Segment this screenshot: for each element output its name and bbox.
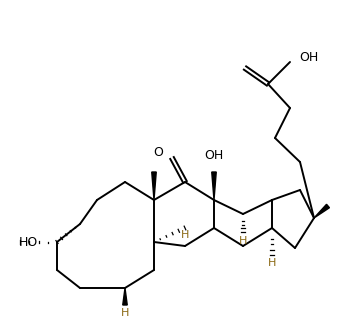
- Text: OH: OH: [299, 51, 318, 63]
- Polygon shape: [314, 204, 329, 218]
- Polygon shape: [152, 172, 156, 200]
- Text: H: H: [181, 230, 189, 240]
- Text: HO: HO: [19, 235, 38, 249]
- Polygon shape: [212, 172, 216, 200]
- Text: H: H: [239, 236, 247, 246]
- Text: O: O: [153, 146, 163, 158]
- Text: OH: OH: [205, 149, 224, 162]
- Polygon shape: [123, 288, 127, 305]
- Text: H: H: [268, 258, 276, 268]
- Text: H: H: [121, 308, 129, 318]
